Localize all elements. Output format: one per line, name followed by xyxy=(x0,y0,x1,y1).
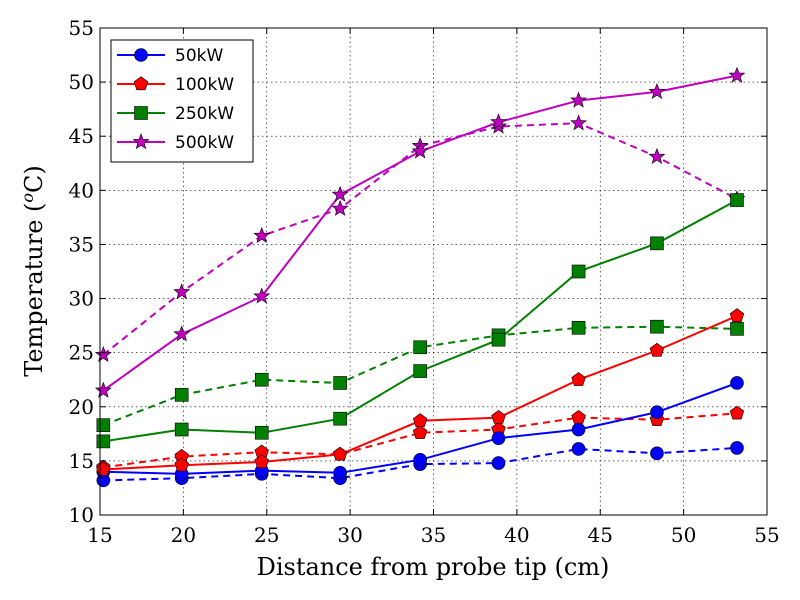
y-tick-label: 50 xyxy=(69,70,94,94)
data-point-dashed xyxy=(730,441,744,455)
data-point-dashed xyxy=(174,388,189,402)
y-tick-label: 35 xyxy=(69,232,94,256)
legend-label: 50kW xyxy=(175,46,223,66)
y-tick-label: 20 xyxy=(69,395,94,419)
data-point-dashed xyxy=(730,322,744,336)
data-point-solid xyxy=(174,457,189,472)
x-tick-label: 20 xyxy=(171,523,196,547)
data-point-solid xyxy=(571,422,586,437)
data-point-dashed xyxy=(570,114,587,131)
data-point-solid xyxy=(491,410,506,424)
data-point-dashed xyxy=(729,405,745,420)
legend-marker xyxy=(134,106,148,120)
grid xyxy=(100,28,767,515)
legend-label: 250kW xyxy=(175,104,234,124)
data-point-solid xyxy=(333,465,347,480)
data-point-solid xyxy=(730,376,744,390)
data-point-dashed xyxy=(650,446,664,461)
data-point-solid xyxy=(333,411,347,426)
series-line-dashed xyxy=(103,412,738,469)
y-tick-label: 25 xyxy=(69,341,94,365)
data-point-solid xyxy=(413,453,427,467)
data-point-solid xyxy=(571,264,586,279)
data-point-dashed xyxy=(331,199,349,216)
y-axis-title-superscript: o xyxy=(18,193,37,203)
data-point-solid xyxy=(253,287,271,304)
data-point-dashed xyxy=(571,320,586,335)
data-point-solid xyxy=(648,83,666,100)
x-tick-label: 40 xyxy=(504,523,529,547)
data-point-solid xyxy=(650,405,664,419)
data-point-dashed xyxy=(94,345,112,362)
data-point-dashed xyxy=(96,418,111,432)
x-axis-title: Distance from probe tip (cm) xyxy=(257,553,610,581)
data-point-dashed xyxy=(412,425,428,439)
data-point-solid xyxy=(332,446,348,461)
legend-marker xyxy=(133,76,149,91)
x-tick-label: 35 xyxy=(421,523,446,547)
legend-marker xyxy=(134,48,148,62)
data-point-solid xyxy=(412,413,428,427)
data-point-solid xyxy=(729,308,745,323)
x-tick-label: 50 xyxy=(671,523,696,547)
y-axis-title-unit: C) xyxy=(20,165,48,193)
y-tick-label: 10 xyxy=(69,503,94,527)
data-point-solid xyxy=(571,372,586,386)
legend-label: 500kW xyxy=(175,133,234,153)
legend-marker xyxy=(132,133,150,150)
data-point-solid xyxy=(649,342,665,357)
series-500kW-solid xyxy=(94,66,746,398)
data-point-solid xyxy=(728,66,746,83)
data-point-dashed xyxy=(491,456,506,470)
data-point-solid xyxy=(173,325,191,342)
x-tick-label: 45 xyxy=(588,523,613,547)
series-250kW-solid xyxy=(96,193,744,449)
data-point-solid xyxy=(490,113,507,130)
x-tick-label: 25 xyxy=(254,523,279,547)
x-tick-label: 15 xyxy=(87,523,112,547)
y-axis-title: Temperature (oC) xyxy=(18,165,48,377)
data-point-dashed xyxy=(173,283,191,300)
series-100kW-solid xyxy=(96,308,745,476)
legend-label: 100kW xyxy=(175,75,234,95)
data-point-solid xyxy=(650,236,664,251)
series-line-dashed xyxy=(102,122,738,356)
data-point-solid xyxy=(411,142,429,159)
data-point-dashed xyxy=(413,340,427,355)
series-250kW xyxy=(96,319,744,432)
y-tick-label: 55 xyxy=(69,16,94,40)
data-point-solid xyxy=(730,193,744,207)
data-point-solid xyxy=(96,434,111,449)
data-point-solid xyxy=(254,425,269,440)
y-tick-label: 40 xyxy=(69,178,94,202)
data-point-dashed xyxy=(254,372,269,387)
data-point-solid xyxy=(331,185,349,202)
data-point-solid xyxy=(94,381,112,398)
y-tick-label: 30 xyxy=(69,287,94,311)
legend: 50kW 100kW 250kW 500kW xyxy=(110,39,254,163)
data-point-dashed xyxy=(333,376,347,390)
series-layer xyxy=(94,66,746,488)
y-tick-label: 15 xyxy=(69,449,94,473)
data-point-solid xyxy=(254,454,269,469)
data-point-solid xyxy=(491,332,506,347)
data-point-solid xyxy=(174,422,189,437)
data-point-dashed xyxy=(253,226,271,243)
series-line-dashed xyxy=(102,325,738,427)
data-point-dashed xyxy=(650,319,664,334)
x-tick-label: 30 xyxy=(337,523,362,547)
data-point-solid xyxy=(570,91,587,108)
y-tick-label: 45 xyxy=(69,124,94,148)
x-tick-label: 55 xyxy=(754,523,779,547)
data-point-solid xyxy=(413,364,427,378)
data-point-dashed xyxy=(571,442,586,456)
data-point-dashed xyxy=(648,147,666,164)
data-point-solid xyxy=(491,431,506,445)
y-axis-title-main: Temperature ( xyxy=(20,203,48,377)
